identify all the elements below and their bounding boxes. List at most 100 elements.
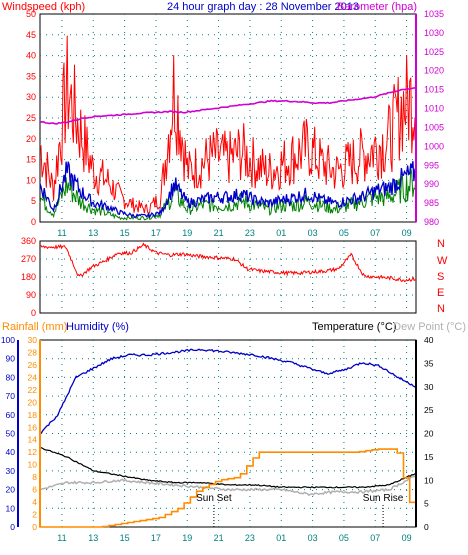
compass-label: S xyxy=(437,271,444,283)
barometer-tick-label: 1000 xyxy=(424,141,444,151)
p3-time-label: 09 xyxy=(402,533,412,543)
panel1-frame xyxy=(39,13,417,223)
rain-tick-label: 30 xyxy=(28,335,38,345)
temperature-tick-label: 40 xyxy=(424,335,434,345)
humidity-label: Humidity (%) xyxy=(66,321,129,333)
temperature-tick-label: 25 xyxy=(424,405,434,415)
dewpoint-series xyxy=(39,475,417,497)
p1-time-label: 21 xyxy=(214,228,224,238)
rain-tick-label: 0 xyxy=(32,522,37,532)
wind-tick-label: 45 xyxy=(26,30,36,40)
barometer-tick-label: 980 xyxy=(424,217,439,227)
direction-tick-label: 0 xyxy=(31,308,36,318)
rain-tick-label: 4 xyxy=(32,497,37,507)
temperature-tick-label: 20 xyxy=(424,429,434,439)
wind-gust-series xyxy=(39,35,417,216)
humidity-tick-label: 0 xyxy=(10,522,15,532)
p1-time-label: 11 xyxy=(57,228,66,238)
temperature-tick-label: 35 xyxy=(424,358,434,368)
p3-time-label: 23 xyxy=(245,533,255,543)
humidity-tick-label: 40 xyxy=(6,447,16,457)
wind-tick-label: 10 xyxy=(26,175,36,185)
wind-direction-series xyxy=(39,242,417,283)
panel2-frame xyxy=(39,240,417,314)
p1-time-label: 01 xyxy=(276,228,286,238)
p1-time-label: 07 xyxy=(370,228,380,238)
p1-time-label: 15 xyxy=(120,228,130,238)
rain-tick-label: 16 xyxy=(28,422,38,432)
wind-tick-label: 35 xyxy=(26,71,36,81)
rain-tick-label: 28 xyxy=(28,347,38,357)
humidity-tick-label: 20 xyxy=(6,485,16,495)
barometer-series xyxy=(39,87,416,125)
wind-tick-label: 20 xyxy=(26,134,36,144)
p3-time-label: 15 xyxy=(120,533,130,543)
windspeed-label: Windspeed (kph) xyxy=(2,1,85,13)
p3-time-label: 07 xyxy=(370,533,380,543)
rainfall-series xyxy=(40,448,417,528)
barometer-label: Barometer (hpa) xyxy=(337,1,417,13)
sunset-label: Sun Set xyxy=(196,493,232,504)
barometer-tick-label: 1010 xyxy=(424,104,444,114)
temperature-tick-label: 5 xyxy=(424,499,429,509)
rain-tick-label: 2 xyxy=(32,510,37,520)
wind-tick-label: 15 xyxy=(26,155,36,165)
compass-label: E xyxy=(437,287,444,299)
rain-tick-label: 18 xyxy=(28,410,38,420)
humidity-tick-label: 30 xyxy=(6,466,16,476)
compass-label: N xyxy=(437,303,445,315)
panel3-frame xyxy=(39,339,417,528)
temperature-tick-label: 0 xyxy=(424,522,429,532)
temperature-tick-label: 30 xyxy=(424,382,434,392)
p3-time-label: 17 xyxy=(151,533,161,543)
temperature-tick-label: 10 xyxy=(424,475,434,485)
p1-time-label: 13 xyxy=(88,228,98,238)
p3-time-label: 11 xyxy=(57,533,66,543)
humidity-series xyxy=(39,348,417,435)
rain-tick-label: 14 xyxy=(28,435,38,445)
rain-tick-label: 24 xyxy=(28,372,38,382)
humidity-tick-label: 70 xyxy=(6,391,16,401)
wind-tick-label: 25 xyxy=(26,113,36,123)
direction-tick-label: 180 xyxy=(21,272,36,282)
p1-time-label: 23 xyxy=(245,228,255,238)
rain-tick-label: 22 xyxy=(28,385,38,395)
p1-time-label: 03 xyxy=(308,228,318,238)
humidity-tick-label: 50 xyxy=(6,429,16,439)
wind-average-series xyxy=(39,161,417,219)
barometer-tick-label: 1035 xyxy=(424,9,444,19)
graph-title: 24 hour graph day : 28 November 2013 xyxy=(167,1,359,13)
p3-time-label: 05 xyxy=(339,533,349,543)
dewpoint-label: Dew Point (°C) xyxy=(393,321,466,333)
temperature-tick-label: 15 xyxy=(424,452,434,462)
humidity-tick-label: 100 xyxy=(1,335,15,345)
p1-time-label: 19 xyxy=(182,228,192,238)
temperature-series xyxy=(39,447,417,489)
rain-tick-label: 6 xyxy=(32,485,37,495)
direction-tick-label: 360 xyxy=(21,236,36,246)
p3-time-label: 13 xyxy=(88,533,98,543)
sunrise-label: Sun Rise xyxy=(363,493,404,504)
rain-tick-label: 26 xyxy=(28,360,38,370)
rain-tick-label: 8 xyxy=(32,472,37,482)
barometer-tick-label: 1030 xyxy=(424,28,444,38)
p1-time-label: 17 xyxy=(151,228,161,238)
rainfall-label: Rainfall (mm) xyxy=(2,321,67,333)
barometer-tick-label: 985 xyxy=(424,198,439,208)
p1-time-label: 05 xyxy=(339,228,349,238)
p3-time-label: 19 xyxy=(182,533,192,543)
humidity-tick-label: 60 xyxy=(6,410,16,420)
barometer-tick-label: 1020 xyxy=(424,66,444,76)
compass-label: W xyxy=(437,255,448,267)
barometer-tick-label: 1005 xyxy=(424,122,444,132)
compass-label: N xyxy=(437,238,445,250)
p3-time-label: 01 xyxy=(276,533,286,543)
rain-tick-label: 20 xyxy=(28,397,38,407)
rain-tick-label: 12 xyxy=(28,447,38,457)
p3-time-label: 03 xyxy=(308,533,318,543)
p1-time-label: 09 xyxy=(402,228,412,238)
wind-tick-label: 30 xyxy=(26,92,36,102)
direction-tick-label: 90 xyxy=(26,290,36,300)
